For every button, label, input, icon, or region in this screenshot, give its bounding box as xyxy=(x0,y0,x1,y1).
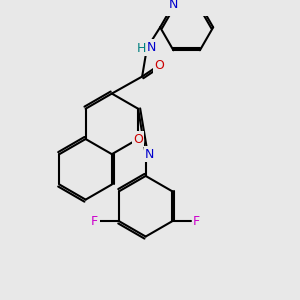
Text: N: N xyxy=(169,0,178,11)
Text: N: N xyxy=(145,148,154,161)
Text: O: O xyxy=(133,133,143,146)
Text: F: F xyxy=(91,215,98,228)
Text: H: H xyxy=(136,42,146,55)
Text: F: F xyxy=(193,215,200,228)
Text: O: O xyxy=(154,59,164,72)
Text: N: N xyxy=(147,41,156,54)
